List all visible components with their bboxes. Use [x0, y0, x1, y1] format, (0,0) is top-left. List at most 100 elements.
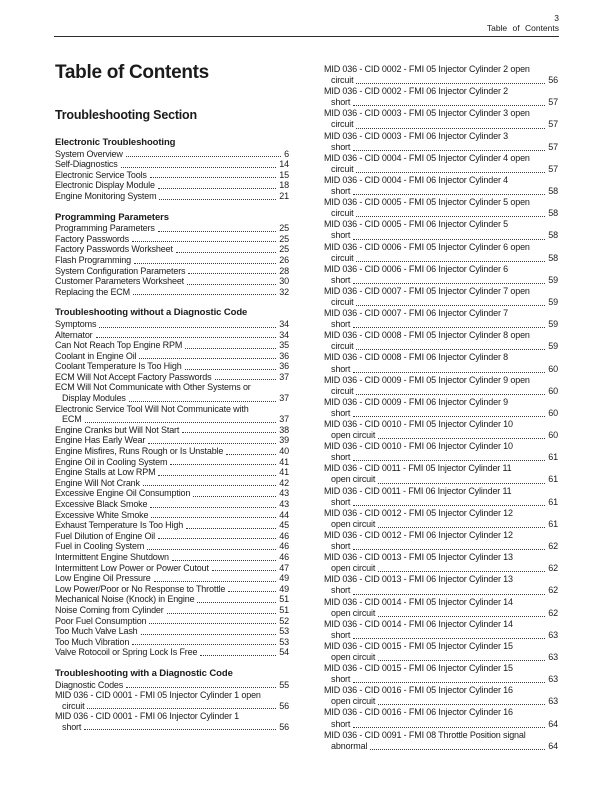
toc-entry: MID 036 - CID 0005 - FMI 05 Injector Cyl… — [324, 197, 558, 219]
entry-text: Low Power/Poor or No Response to Throttl… — [55, 583, 226, 594]
toc-entry: Coolant in Engine Oil 36 — [55, 351, 289, 362]
toc-entry-line: Intermittent Engine Shutdown 46 — [55, 552, 289, 563]
toc-entry-line: Customer Parameters Worksheet 30 — [55, 276, 289, 287]
toc-entry: Excessive Black Smoke 43 — [55, 499, 289, 510]
toc-entry-line: Self-Diagnostics 14 — [55, 159, 289, 170]
entry-text: short — [62, 721, 82, 732]
entry-text: short — [331, 363, 351, 374]
entry-text: Engine Will Not Crank — [55, 477, 140, 488]
entry-page-number: 37 — [279, 371, 289, 382]
entry-page-number: 53 — [279, 636, 289, 647]
dot-leader — [378, 438, 546, 440]
entry-text: MID 036 - CID 0010 - FMI 06 Injector Cyl… — [324, 441, 513, 452]
entry-page-number: 58 — [548, 252, 558, 263]
entry-page-number: 62 — [548, 585, 558, 596]
toc-entry-line: Fuel Dilution of Engine Oil 46 — [55, 531, 289, 542]
toc-entry: MID 036 - CID 0007 - FMI 06 Injector Cyl… — [324, 308, 558, 330]
toc-entry-line: Symptoms 34 — [55, 319, 289, 330]
toc-entry: Excessive Engine Oil Consumption 43 — [55, 488, 289, 499]
toc-entry: Factory Passwords Worksheet 25 — [55, 244, 289, 255]
entry-text: MID 036 - CID 0014 - FMI 05 Injector Cyl… — [324, 596, 513, 607]
toc-entry: Can Not Reach Top Engine RPM 35 — [55, 340, 289, 351]
entry-text: Self-Diagnostics — [55, 159, 118, 170]
entry-page-number: 57 — [548, 119, 558, 130]
toc-entry: MID 036 - CID 0014 - FMI 05 Injector Cyl… — [324, 597, 558, 619]
entry-text: Diagnostic Codes — [55, 679, 124, 690]
entry-page-number: 44 — [279, 509, 289, 520]
entry-page-number: 61 — [548, 518, 558, 529]
entry-text: Can Not Reach Top Engine RPM — [55, 340, 183, 351]
entry-text: Excessive Black Smoke — [55, 499, 148, 509]
toc-entry-line: MID 036 - CID 0014 - FMI 05 Injector Cyl… — [324, 597, 558, 608]
toc-entry: MID 036 - CID 0008 - FMI 06 Injector Cyl… — [324, 352, 558, 374]
dot-leader — [228, 591, 277, 593]
toc-entry-line: Mechanical Noise (Knock) in Engine 51 — [55, 594, 289, 605]
entry-text: circuit — [62, 700, 85, 711]
toc-entry-line: MID 036 - CID 0011 - FMI 06 Injector Cyl… — [324, 486, 558, 497]
dot-leader — [356, 216, 546, 218]
toc-entry-line: MID 036 - CID 0012 - FMI 06 Injector Cyl… — [324, 530, 558, 541]
entry-page-number: 35 — [279, 340, 289, 351]
entry-page-number: 64 — [548, 718, 558, 729]
toc-entry-line: MID 036 - CID 0002 - FMI 06 Injector Cyl… — [324, 86, 558, 97]
entry-page-number: 57 — [548, 163, 558, 174]
dot-leader — [184, 368, 277, 370]
dot-leader — [131, 241, 277, 243]
entry-text: Engine Has Early Wear — [55, 435, 146, 446]
entry-text: Alternator — [55, 329, 93, 340]
dot-leader — [356, 260, 546, 262]
toc-right-entries: MID 036 - CID 0002 - FMI 05 Injector Cyl… — [324, 64, 558, 752]
toc-entry-line: short 63 — [324, 674, 558, 685]
dot-leader — [142, 485, 277, 487]
dot-leader — [378, 526, 546, 528]
subsection-heading: Troubleshooting with a Diagnostic Code — [55, 667, 233, 679]
entry-text: MID 036 - CID 0001 - FMI 06 Injector Cyl… — [55, 711, 240, 722]
entry-page-number: 61 — [548, 474, 558, 485]
entry-text: MID 036 - CID 0004 - FMI 06 Injector Cyl… — [324, 174, 509, 185]
entry-text: MID 036 - CID 0005 - FMI 05 Injector Cyl… — [324, 197, 530, 208]
entry-text: MID 036 - CID 0016 - FMI 05 Injector Cyl… — [324, 685, 513, 696]
dot-leader — [188, 273, 277, 275]
toc-entry-line: MID 036 - CID 0005 - FMI 05 Injector Cyl… — [324, 197, 558, 208]
dot-leader — [140, 633, 277, 635]
dot-leader — [356, 305, 546, 307]
toc-entry-line: open circuit 63 — [324, 696, 558, 707]
toc-content: Table of Contents Troubleshooting Sectio… — [55, 62, 559, 752]
entry-page-number: 62 — [548, 607, 558, 618]
dot-leader — [353, 238, 546, 240]
entry-text: short — [331, 230, 351, 241]
toc-entry-line: MID 036 - CID 0001 - FMI 05 Injector Cyl… — [55, 690, 289, 701]
entry-page-number: 30 — [279, 276, 289, 287]
toc-entry-line: circuit 58 — [324, 253, 558, 264]
entry-page-number: 52 — [279, 615, 289, 626]
toc-entry-line: Electronic Service Tool Will Not Communi… — [55, 404, 289, 415]
dot-leader — [353, 282, 546, 284]
toc-entry-line: short 57 — [324, 142, 558, 153]
toc-entry-line: abnormal 64 — [324, 741, 558, 752]
toc-entry-line: MID 036 - CID 0009 - FMI 05 Injector Cyl… — [324, 375, 558, 386]
dot-leader — [214, 379, 277, 381]
dot-leader — [356, 127, 546, 129]
entry-text: Factory Passwords — [55, 233, 129, 244]
toc-entry: Coolant Temperature Is Too High 36 — [55, 361, 289, 372]
entry-page-number: 41 — [279, 456, 289, 467]
toc-entry-line: MID 036 - CID 0001 - FMI 06 Injector Cyl… — [55, 711, 289, 722]
page-title: Table of Contents — [55, 62, 209, 83]
toc-entry-line: Noise Coming from Cylinder 51 — [55, 605, 289, 616]
entry-page-number: 28 — [279, 265, 289, 276]
toc-entry-line: Engine Oil in Cooling System 41 — [55, 457, 289, 468]
toc-entry-line: System Configuration Parameters 28 — [55, 266, 289, 277]
dot-leader — [353, 327, 546, 329]
entry-page-number: 34 — [279, 329, 289, 340]
dot-leader — [378, 482, 546, 484]
toc-entry-line: Engine Stalls at Low RPM 41 — [55, 467, 289, 478]
toc-entry-line: circuit 59 — [324, 341, 558, 352]
dot-leader — [182, 432, 277, 434]
entry-text: MID 036 - CID 0007 - FMI 05 Injector Cyl… — [324, 285, 530, 296]
toc-entry: Alternator 34 — [55, 330, 289, 341]
toc-entry-line: short 60 — [324, 364, 558, 375]
entry-page-number: 47 — [279, 562, 289, 573]
entry-text: MID 036 - CID 0006 - FMI 05 Injector Cyl… — [324, 241, 530, 252]
entry-page-number: 36 — [279, 361, 289, 372]
entry-text: short — [331, 274, 351, 285]
